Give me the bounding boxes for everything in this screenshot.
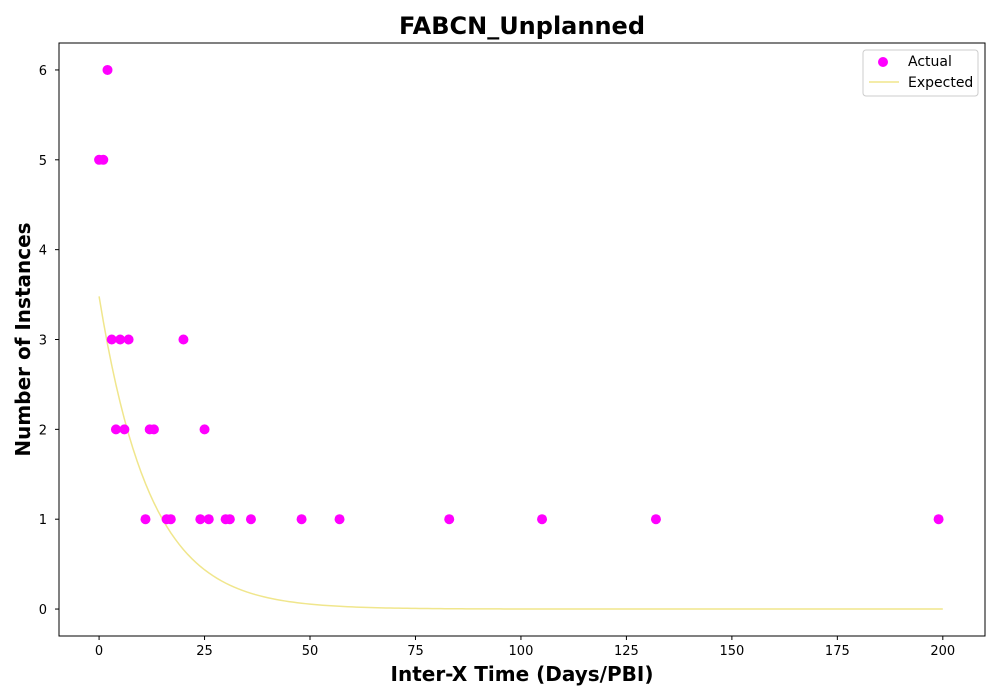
x-tick-label: 25 bbox=[196, 644, 213, 659]
x-tick-label: 0 bbox=[95, 644, 103, 659]
legend-marker-actual bbox=[878, 57, 888, 67]
actual-point bbox=[444, 514, 455, 525]
x-tick-label: 50 bbox=[302, 644, 319, 659]
actual-point bbox=[224, 514, 235, 525]
y-tick-label: 6 bbox=[39, 64, 47, 79]
x-tick-label: 175 bbox=[825, 644, 850, 659]
y-tick-label: 2 bbox=[39, 423, 47, 438]
expected-curve bbox=[98, 296, 943, 610]
y-axis-label: Number of Instances bbox=[11, 222, 35, 456]
legend-label-actual: Actual bbox=[908, 54, 952, 70]
x-tick-label: 75 bbox=[407, 644, 424, 659]
actual-point bbox=[106, 334, 117, 345]
legend-label-expected: Expected bbox=[908, 75, 973, 91]
y-tick-label: 1 bbox=[39, 513, 47, 528]
actual-point bbox=[650, 514, 661, 525]
y-tick-label: 3 bbox=[39, 334, 47, 349]
actual-point bbox=[296, 514, 307, 525]
y-tick-label: 4 bbox=[39, 244, 47, 259]
y-tick-label: 5 bbox=[39, 154, 47, 169]
actual-point bbox=[110, 424, 121, 435]
actual-point bbox=[933, 514, 944, 525]
actual-point bbox=[115, 334, 126, 345]
actual-point bbox=[148, 424, 159, 435]
actual-point bbox=[102, 64, 113, 75]
actual-point bbox=[203, 514, 214, 525]
actual-point bbox=[245, 514, 256, 525]
plot-content bbox=[94, 64, 944, 610]
legend: Actual Expected bbox=[862, 49, 979, 97]
actual-point bbox=[140, 514, 151, 525]
x-tick-label: 100 bbox=[509, 644, 534, 659]
x-axis-label: Inter-X Time (Days/PBI) bbox=[391, 662, 654, 686]
y-tick-label: 0 bbox=[39, 603, 47, 618]
actual-point bbox=[165, 514, 176, 525]
actual-point bbox=[537, 514, 548, 525]
actual-point bbox=[98, 154, 109, 165]
actual-point bbox=[178, 334, 189, 345]
x-tick-label: 125 bbox=[614, 644, 639, 659]
chart-title: FABCN_Unplanned bbox=[399, 12, 645, 40]
y-axis-ticks: 0 1 2 3 4 5 6 bbox=[39, 64, 59, 618]
x-axis-ticks: 0 25 50 75 100 125 150 175 200 bbox=[95, 636, 955, 659]
legend-box bbox=[862, 49, 979, 97]
actual-point bbox=[195, 514, 206, 525]
x-tick-label: 200 bbox=[930, 644, 955, 659]
x-tick-label: 150 bbox=[719, 644, 744, 659]
plot-area bbox=[58, 42, 986, 637]
actual-point bbox=[123, 334, 134, 345]
actual-point bbox=[119, 424, 130, 435]
actual-point bbox=[199, 424, 210, 435]
actual-point bbox=[334, 514, 345, 525]
